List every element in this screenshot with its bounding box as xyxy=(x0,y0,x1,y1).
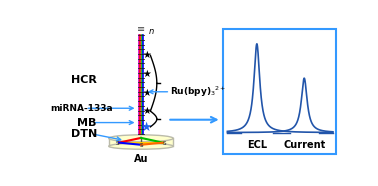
Text: miRNA-133a: miRNA-133a xyxy=(50,104,113,113)
Text: Au: Au xyxy=(134,154,148,164)
Text: ★: ★ xyxy=(142,87,151,97)
Text: HCR: HCR xyxy=(71,75,96,85)
Text: ★: ★ xyxy=(142,106,151,116)
Text: DTN: DTN xyxy=(71,129,97,139)
Text: ≡: ≡ xyxy=(137,24,145,34)
Text: s: s xyxy=(116,140,119,146)
Text: Current: Current xyxy=(283,140,325,150)
Text: ECL: ECL xyxy=(247,140,267,150)
Ellipse shape xyxy=(109,135,173,142)
Text: n: n xyxy=(148,27,153,36)
Text: ★: ★ xyxy=(142,50,151,60)
Text: Ru(bpy)$_3$$^{2+}$: Ru(bpy)$_3$$^{2+}$ xyxy=(170,85,227,99)
Bar xyxy=(223,29,336,154)
Bar xyxy=(109,139,173,146)
Ellipse shape xyxy=(109,143,173,149)
Text: s: s xyxy=(139,142,143,148)
Text: s: s xyxy=(163,140,166,146)
Text: MB: MB xyxy=(76,118,96,128)
Text: ★: ★ xyxy=(140,121,151,134)
Text: ★: ★ xyxy=(142,69,151,79)
